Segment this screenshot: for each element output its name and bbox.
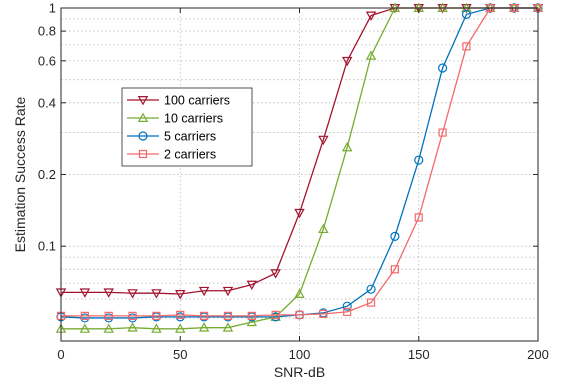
legend: 100 carriers 10 carriers 5 carriers 2 carri… [121,87,253,167]
legend-marker [138,149,148,159]
legend-item-2-carriers: 2 carriers [127,148,216,162]
data-point-2-carriers [128,311,137,320]
data-point-100-carriers [79,288,91,298]
data-point-10-carriers [365,50,377,60]
legend-item-10-carriers: 10 carriers [127,112,223,126]
data-point-10-carriers [151,323,162,333]
data-point-2-carriers [176,310,185,319]
legend-label: 5 carriers [164,130,216,144]
legend-label: 2 carriers [164,148,216,162]
legend-marker [138,131,148,141]
data-point-2-carriers [343,307,352,316]
series-2-carriers [56,3,543,320]
data-point-10-carriers [341,141,353,152]
x-tick-label: 100 [289,347,311,362]
grid-lines [61,8,538,341]
data-point-10-carriers [175,323,186,333]
data-point-2-carriers [223,311,233,320]
legend-item-5-carriers: 5 carriers [127,130,216,144]
legend-item-100-carriers: 100 carriers [127,94,230,108]
data-point-100-carriers [175,290,186,300]
data-point-2-carriers [366,298,376,307]
data-point-100-carriers [103,288,114,298]
legend-label: 10 carriers [164,112,223,126]
data-point-10-carriers [318,223,329,234]
data-point-2-carriers [152,311,161,320]
data-point-10-carriers [79,323,91,333]
y-tick-label: 0.6 [38,53,56,68]
data-point-2-carriers [319,309,328,318]
y-tick-label: 1 [49,1,56,16]
data-point-5-carriers [438,63,448,73]
data-point-10-carriers [127,322,138,332]
legend-label: 100 carriers [164,94,230,108]
data-point-10-carriers [246,316,258,327]
data-point-100-carriers [127,289,138,299]
axis-ticks: 0 50 100 150 200 0.1 0.2 0.4 0.6 0.8 1 [38,1,549,363]
data-point-2-carriers [104,311,113,320]
x-tick-label: 150 [408,347,430,362]
data-point-2-carriers [200,311,209,320]
y-tick-label: 0.4 [38,95,56,110]
data-point-10-carriers [222,322,234,332]
y-axis-label: Estimation Success Rate [12,96,28,252]
data-point-100-carriers [222,286,234,297]
x-tick-label: 0 [57,347,64,362]
data-point-2-carriers [271,310,280,319]
data-point-100-carriers [294,208,305,219]
data-point-10-carriers [198,322,210,332]
data-point-100-carriers [365,11,377,21]
data-point-2-carriers [390,265,399,274]
x-tick-label: 200 [527,347,549,362]
data-point-2-carriers [80,311,89,320]
data-point-5-carriers [366,284,376,294]
y-tick-label: 0.8 [38,24,56,39]
series-line-2-carriers [61,7,538,317]
data-point-5-carriers [390,231,400,241]
data-point-10-carriers [103,323,114,333]
data-point-2-carriers [295,310,304,319]
x-axis-label: SNR-dB [274,364,325,380]
data-point-10-carriers [294,288,305,298]
data-point-100-carriers [198,286,210,297]
x-tick-label: 50 [173,347,187,362]
data-point-100-carriers [246,280,258,291]
data-point-2-carriers [247,311,256,320]
legend-box [121,87,253,167]
data-point-2-carriers [414,213,423,222]
data-point-2-carriers [462,42,471,51]
legend-marker [137,112,149,122]
data-point-2-carriers [438,128,447,137]
data-point-100-carriers [341,56,353,67]
y-tick-label: 0.1 [38,239,56,254]
data-point-5-carriers [461,9,472,20]
data-point-100-carriers [270,269,281,279]
y-tick-label: 0.2 [38,167,56,182]
data-point-5-carriers [414,155,424,165]
data-point-100-carriers [318,135,329,146]
data-point-5-carriers [342,301,352,311]
data-point-100-carriers [151,289,162,299]
legend-marker [137,96,149,106]
